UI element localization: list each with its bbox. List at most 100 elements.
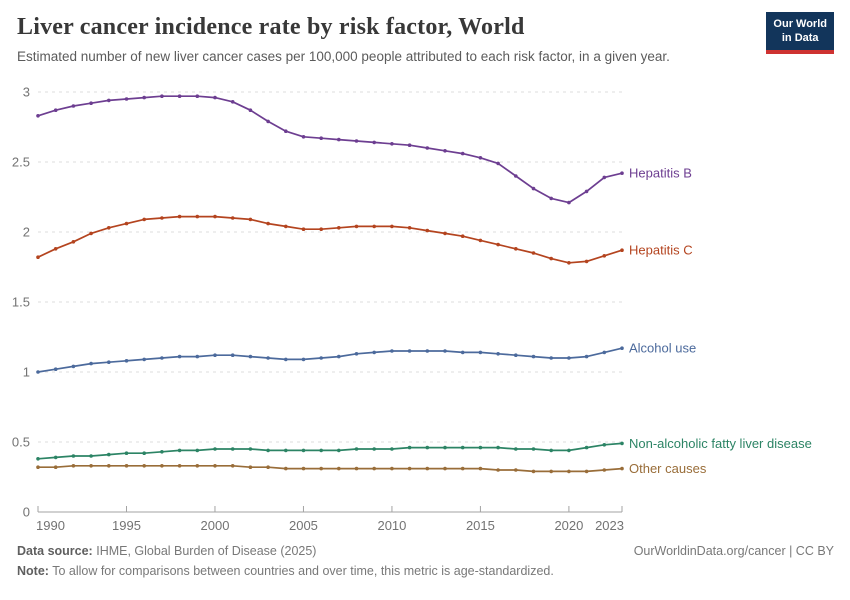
data-point[interactable] <box>567 469 571 474</box>
data-point[interactable] <box>319 227 324 231</box>
data-point[interactable] <box>53 247 58 251</box>
data-point[interactable] <box>213 95 217 100</box>
data-point[interactable] <box>443 149 447 153</box>
series-line-other-causes[interactable] <box>37 464 623 473</box>
data-point[interactable] <box>266 356 270 360</box>
data-point[interactable] <box>266 221 270 226</box>
data-point[interactable] <box>549 196 553 201</box>
data-point[interactable] <box>71 464 76 468</box>
data-point[interactable] <box>124 221 129 226</box>
data-point[interactable] <box>319 466 324 471</box>
data-point[interactable] <box>177 214 182 219</box>
data-point[interactable] <box>514 468 518 472</box>
data-point[interactable] <box>213 464 217 468</box>
data-point[interactable] <box>195 464 200 468</box>
data-point[interactable] <box>460 350 465 355</box>
data-point[interactable] <box>567 356 571 360</box>
series-line-non-alcoholic-fatty-liver-disease[interactable] <box>37 442 623 460</box>
data-point[interactable] <box>301 227 306 231</box>
data-point[interactable] <box>230 447 235 451</box>
data-point[interactable] <box>266 448 270 453</box>
data-point[interactable] <box>36 255 40 259</box>
data-point[interactable] <box>284 448 288 453</box>
data-point[interactable] <box>443 466 447 471</box>
data-point[interactable] <box>124 451 129 456</box>
data-point[interactable] <box>177 464 182 468</box>
series-label-alcohol-use[interactable]: Alcohol use <box>629 341 696 356</box>
series-points-hepatitis-b[interactable] <box>36 94 624 205</box>
data-point[interactable] <box>390 224 394 229</box>
data-point[interactable] <box>195 448 200 453</box>
data-point[interactable] <box>443 349 447 353</box>
data-point[interactable] <box>89 464 93 468</box>
data-point[interactable] <box>36 457 40 461</box>
data-point[interactable] <box>301 357 306 362</box>
data-point[interactable] <box>354 447 359 451</box>
data-point[interactable] <box>266 465 270 470</box>
data-point[interactable] <box>620 171 624 175</box>
data-point[interactable] <box>36 465 40 470</box>
data-point[interactable] <box>567 448 571 453</box>
series-label-non-alcoholic-fatty-liver-disease[interactable]: Non-alcoholic fatty liver disease <box>629 436 812 451</box>
data-point[interactable] <box>460 445 465 450</box>
data-point[interactable] <box>496 468 500 472</box>
data-point[interactable] <box>160 464 164 468</box>
data-point[interactable] <box>89 101 93 105</box>
data-point[interactable] <box>514 247 518 251</box>
data-point[interactable] <box>319 448 324 453</box>
data-point[interactable] <box>71 104 76 108</box>
data-point[interactable] <box>531 354 536 359</box>
data-point[interactable] <box>89 231 93 236</box>
data-point[interactable] <box>107 226 111 230</box>
series-points-hepatitis-c[interactable] <box>36 214 624 265</box>
data-point[interactable] <box>407 349 412 353</box>
series-points-other-causes[interactable] <box>36 464 624 474</box>
data-point[interactable] <box>230 216 235 220</box>
data-point[interactable] <box>195 354 200 359</box>
data-point[interactable] <box>230 100 235 104</box>
data-point[interactable] <box>478 350 483 355</box>
data-point[interactable] <box>213 353 217 358</box>
series-label-hepatitis-b[interactable]: Hepatitis B <box>629 166 692 181</box>
data-point[interactable] <box>584 259 589 264</box>
data-point[interactable] <box>107 464 111 468</box>
data-point[interactable] <box>620 441 624 446</box>
data-point[interactable] <box>248 465 253 470</box>
data-point[interactable] <box>107 452 111 457</box>
data-point[interactable] <box>195 94 200 98</box>
data-point[interactable] <box>337 354 341 359</box>
data-point[interactable] <box>89 361 93 366</box>
data-point[interactable] <box>567 261 571 265</box>
data-point[interactable] <box>213 447 217 451</box>
data-point[interactable] <box>319 356 324 360</box>
data-point[interactable] <box>531 447 536 451</box>
data-point[interactable] <box>549 256 553 261</box>
data-point[interactable] <box>584 189 589 194</box>
data-point[interactable] <box>372 350 377 355</box>
data-point[interactable] <box>230 464 235 468</box>
data-point[interactable] <box>390 466 394 471</box>
data-point[interactable] <box>496 242 500 247</box>
data-point[interactable] <box>602 468 607 472</box>
data-point[interactable] <box>301 135 306 139</box>
data-point[interactable] <box>425 146 430 150</box>
data-point[interactable] <box>71 364 76 369</box>
data-point[interactable] <box>71 454 76 458</box>
data-point[interactable] <box>160 216 164 220</box>
data-point[interactable] <box>53 455 58 460</box>
data-point[interactable] <box>478 238 483 243</box>
owid-logo[interactable]: Our World in Data <box>766 12 834 54</box>
data-point[interactable] <box>496 352 500 356</box>
data-point[interactable] <box>248 108 253 112</box>
data-point[interactable] <box>602 175 607 180</box>
data-point[interactable] <box>53 465 58 470</box>
data-point[interactable] <box>142 464 146 468</box>
data-point[interactable] <box>177 94 182 98</box>
data-point[interactable] <box>230 353 235 358</box>
data-point[interactable] <box>425 228 430 233</box>
data-point[interactable] <box>53 108 58 112</box>
data-point[interactable] <box>337 137 341 142</box>
data-point[interactable] <box>549 469 553 474</box>
series-line-hepatitis-c[interactable] <box>37 215 623 264</box>
data-point[interactable] <box>213 214 217 219</box>
